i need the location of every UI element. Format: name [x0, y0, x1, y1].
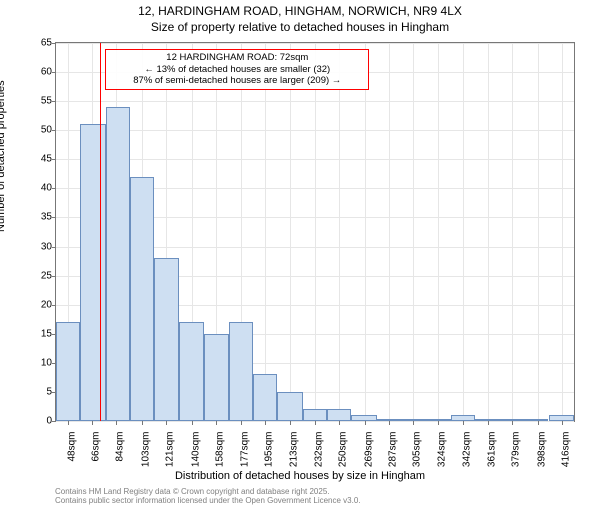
y-tick-label: 65 — [12, 38, 52, 49]
x-tick-label: 48sqm — [67, 432, 78, 462]
x-tick-label: 213sqm — [288, 432, 299, 468]
histogram-bar — [549, 415, 574, 421]
y-tick-label: 40 — [12, 183, 52, 194]
gridline-v — [290, 43, 291, 421]
histogram-bar — [327, 409, 351, 421]
histogram-bar — [229, 322, 253, 421]
chart-title-line1: 12, HARDINGHAM ROAD, HINGHAM, NORWICH, N… — [0, 4, 600, 18]
gridline-v — [315, 43, 316, 421]
gridline-v — [488, 43, 489, 421]
y-tick-label: 25 — [12, 270, 52, 281]
histogram-bar — [277, 392, 302, 421]
annotation-line1: 12 HARDINGHAM ROAD: 72sqm — [110, 52, 364, 64]
plot-area: 12 HARDINGHAM ROAD: 72sqm← 13% of detach… — [55, 42, 575, 422]
x-tick-label: 232sqm — [314, 432, 325, 468]
x-tick-label: 379sqm — [511, 432, 522, 468]
y-tick-label: 10 — [12, 357, 52, 368]
x-tick-label: 269sqm — [363, 432, 374, 468]
y-tick-label: 0 — [12, 416, 52, 427]
histogram-bar — [179, 322, 203, 421]
gridline-v — [512, 43, 513, 421]
reference-line — [100, 43, 101, 421]
y-tick-label: 50 — [12, 125, 52, 136]
y-axis-label: Number of detached properties — [0, 80, 7, 232]
histogram-bar — [80, 124, 105, 421]
x-tick-label: 305sqm — [411, 432, 422, 468]
histogram-bar — [500, 419, 524, 421]
chart-container: 12, HARDINGHAM ROAD, HINGHAM, NORWICH, N… — [0, 0, 600, 500]
y-tick-label: 20 — [12, 299, 52, 310]
gridline-v — [562, 43, 563, 421]
footer-line2: Contains public sector information licen… — [55, 497, 361, 506]
y-tick-label: 55 — [12, 96, 52, 107]
histogram-bar — [303, 409, 327, 421]
x-tick-label: 195sqm — [264, 432, 275, 468]
x-tick-label: 342sqm — [461, 432, 472, 468]
histogram-bar — [351, 415, 376, 421]
x-tick-label: 361sqm — [487, 432, 498, 468]
x-tick-label: 121sqm — [165, 432, 176, 468]
x-tick-label: 158sqm — [214, 432, 225, 468]
chart-title-line2: Size of property relative to detached ho… — [0, 20, 600, 34]
histogram-bar — [56, 322, 80, 421]
x-tick-label: 324sqm — [437, 432, 448, 468]
annotation-line3: 87% of semi-detached houses are larger (… — [110, 75, 364, 87]
histogram-bar — [253, 374, 277, 421]
gridline-v — [463, 43, 464, 421]
gridline-v — [389, 43, 390, 421]
histogram-bar — [154, 258, 179, 421]
x-tick-label: 140sqm — [190, 432, 201, 468]
histogram-bar — [401, 419, 425, 421]
histogram-bar — [451, 415, 475, 421]
y-tick-label: 60 — [12, 67, 52, 78]
y-tick-label: 35 — [12, 212, 52, 223]
histogram-bar — [475, 419, 500, 421]
x-tick-label: 103sqm — [140, 432, 151, 468]
gridline-v — [413, 43, 414, 421]
x-tick-label: 416sqm — [560, 432, 571, 468]
footer-attribution: Contains HM Land Registry data © Crown c… — [55, 488, 361, 506]
annotation-box: 12 HARDINGHAM ROAD: 72sqm← 13% of detach… — [105, 49, 369, 91]
histogram-bar — [377, 419, 401, 421]
x-tick-label: 287sqm — [387, 432, 398, 468]
gridline-v — [339, 43, 340, 421]
y-tick-label: 30 — [12, 241, 52, 252]
histogram-bar — [204, 334, 229, 421]
x-tick-label: 398sqm — [536, 432, 547, 468]
gridline-v — [438, 43, 439, 421]
gridline-v — [365, 43, 366, 421]
y-tick-label: 5 — [12, 386, 52, 397]
annotation-line2: ← 13% of detached houses are smaller (32… — [110, 64, 364, 76]
gridline-v — [265, 43, 266, 421]
x-tick-label: 177sqm — [240, 432, 251, 468]
x-tick-label: 250sqm — [338, 432, 349, 468]
histogram-bar — [106, 107, 130, 421]
y-tick-label: 15 — [12, 328, 52, 339]
histogram-bar — [130, 177, 154, 421]
x-tick-label: 66sqm — [91, 432, 102, 462]
histogram-bar — [425, 419, 450, 421]
histogram-bar — [524, 419, 548, 421]
y-tick-label: 45 — [12, 154, 52, 165]
gridline-v — [538, 43, 539, 421]
x-axis-label: Distribution of detached houses by size … — [0, 470, 600, 482]
x-tick-label: 84sqm — [115, 432, 126, 462]
